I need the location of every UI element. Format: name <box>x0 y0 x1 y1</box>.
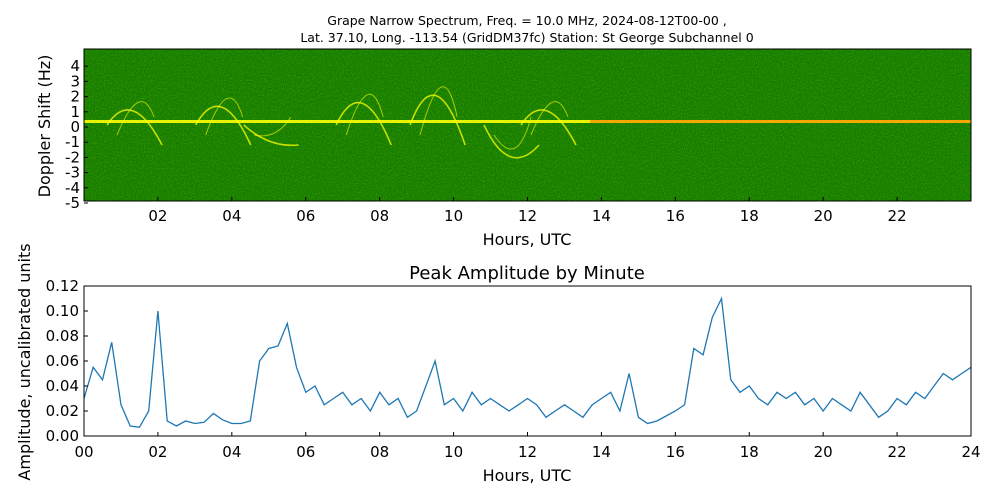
spectrogram-y-tick-label: 2 <box>70 88 80 106</box>
spectrogram-y-tick-label: -5 <box>65 194 80 212</box>
spectrogram-x-ticks: 02 04 06 08 10 12 14 16 18 20 22 <box>148 197 907 225</box>
amplitude-x-ticks: 00 02 04 06 08 10 12 14 16 18 20 22 24 <box>74 432 981 461</box>
amplitude-y-tick-label: 0.04 <box>46 377 79 395</box>
amplitude-x-tick-label: 02 <box>148 443 167 461</box>
spectrogram-y-tick-label: -4 <box>65 179 80 197</box>
amplitude-y-tick-label: 0.10 <box>46 302 79 320</box>
amplitude-x-tick-label: 20 <box>814 443 833 461</box>
amplitude-x-tick-label: 04 <box>222 443 241 461</box>
amplitude-title: Peak Amplitude by Minute <box>409 263 645 284</box>
spectrogram-y-tick-label: 1 <box>70 103 80 121</box>
spectrogram-x-tick-label: 14 <box>592 207 611 225</box>
spectrogram-noise <box>84 49 971 201</box>
doppler-trace <box>116 101 155 136</box>
amplitude-x-tick-label: 08 <box>370 443 389 461</box>
spectrogram-x-tick-label: 18 <box>740 207 759 225</box>
doppler-trace <box>335 101 392 146</box>
spectrogram-y-tick-label: -3 <box>65 164 80 182</box>
spectrogram-x-tick-label: 22 <box>888 207 907 225</box>
amplitude-x-tick-label: 06 <box>296 443 315 461</box>
spectrogram-x-tick-label: 10 <box>444 207 463 225</box>
figure-title-line2: Lat. 37.10, Long. -113.54 (GridDM37fc) S… <box>300 30 753 45</box>
amplitude-x-tick-label: 14 <box>592 443 611 461</box>
doppler-trace <box>493 116 532 150</box>
figure-title-line1: Grape Narrow Spectrum, Freq. = 10.0 MHz,… <box>327 13 726 28</box>
doppler-trace <box>530 101 569 136</box>
spectrogram-x-tick-label: 02 <box>148 207 167 225</box>
amplitude-y-tick-label: 0.08 <box>46 327 79 345</box>
amplitude-series-line <box>84 296 971 429</box>
spectrogram-x-tick-label: 20 <box>814 207 833 225</box>
amplitude-x-tick-label: 22 <box>888 443 907 461</box>
spectrogram-y-tick-label: -2 <box>65 148 80 166</box>
spectrogram-image <box>84 49 971 201</box>
doppler-trace <box>205 97 244 136</box>
doppler-trace <box>195 105 252 146</box>
spectrogram-x-label: Hours, UTC <box>483 230 572 249</box>
spectrogram-x-tick-label: 04 <box>222 207 241 225</box>
amplitude-x-tick-label: 16 <box>666 443 685 461</box>
spectrogram-y-tick-label: 0 <box>70 118 80 136</box>
amplitude-y-tick-label: 0.06 <box>46 352 79 370</box>
amplitude-x-tick-label: 00 <box>74 443 93 461</box>
amplitude-y-tick-label: 0.00 <box>46 427 79 445</box>
amplitude-y-tick-label: 0.12 <box>46 277 79 295</box>
amplitude-y-ticks: 0.00 0.02 0.04 0.06 0.08 0.10 0.12 <box>46 277 88 445</box>
amplitude-x-tick-label: 18 <box>740 443 759 461</box>
doppler-trace <box>243 124 299 147</box>
doppler-trace <box>409 94 466 146</box>
amplitude-plot-area <box>84 286 971 436</box>
doppler-trace <box>483 124 540 159</box>
spectrogram-y-label: Doppler Shift (Hz) <box>35 55 54 198</box>
amplitude-panel: Peak Amplitude by Minute 0.000.020.040.0… <box>15 243 981 485</box>
amplitude-y-tick-label: 0.02 <box>46 402 79 420</box>
spectrogram-x-tick-label: 12 <box>518 207 537 225</box>
amplitude-x-tick-label: 24 <box>961 443 980 461</box>
spectrogram-x-tick-label: 16 <box>666 207 685 225</box>
amplitude-x-tick-label: 12 <box>518 443 537 461</box>
spectrogram-y-tick-label: -1 <box>65 133 80 151</box>
spectrogram-x-tick-label: 08 <box>370 207 389 225</box>
spectrogram-y-tick-label: 4 <box>70 57 80 75</box>
amplitude-y-label: Amplitude, uncalibrated units <box>15 243 34 480</box>
doppler-trace <box>419 86 458 136</box>
spectrogram-x-tick-label: 06 <box>296 207 315 225</box>
spectrogram-y-tick-label: 3 <box>70 72 80 90</box>
doppler-trace <box>520 109 577 146</box>
amplitude-x-label: Hours, UTC <box>483 466 572 485</box>
amplitude-x-tick-label: 10 <box>444 443 463 461</box>
carrier-line <box>84 120 971 123</box>
carrier-line-peak <box>590 120 971 123</box>
doppler-trace <box>106 109 163 146</box>
